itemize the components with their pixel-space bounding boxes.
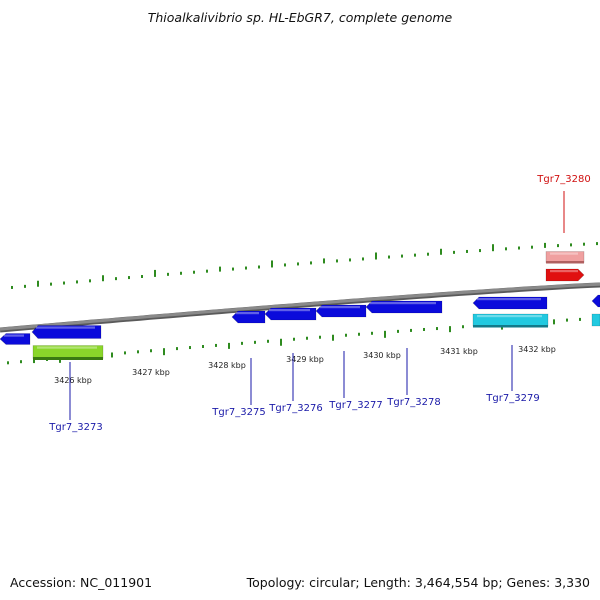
cds-arrow <box>264 307 317 321</box>
scale-label: 3428 kbp <box>208 361 246 370</box>
scale-label: 3426 kbp <box>54 376 92 385</box>
green-feature <box>32 345 104 359</box>
reverse-feature <box>472 313 549 327</box>
gene-label: Tgr7_3276 <box>268 403 322 414</box>
gene-label: Tgr7_3278 <box>386 397 440 408</box>
kbp-scale: 3426 kbp 3427 kbp 3428 kbp 3429 kbp 3430 kbp… <box>54 345 556 385</box>
cds-arrow <box>365 300 443 314</box>
highlight-gene-forward-shine <box>550 270 578 273</box>
cds-arrow-shine <box>477 298 541 301</box>
cds-arrow-shine <box>320 306 360 309</box>
highlight-gene-reverse-shadow <box>546 261 584 264</box>
gene-label: Tgr7_3275 <box>211 407 265 418</box>
gene-labels: Tgr7_3273 Tgr7_3275 Tgr7_3276 Tgr7_3277 Tgr7… <box>48 174 590 433</box>
reverse-feature-shadow <box>473 325 548 328</box>
cds-arrow-shine <box>236 312 259 315</box>
highlight-gene-forward <box>545 268 585 282</box>
feature-track <box>0 251 600 360</box>
reverse-feature <box>591 313 600 327</box>
cds-arrow-body <box>231 310 266 324</box>
cds-arrow <box>231 310 266 324</box>
genome-backbone <box>0 282 600 333</box>
gc-skew-track-upper <box>11 242 598 289</box>
reverse-feature-shine <box>477 315 542 318</box>
cds-arrow-body <box>0 333 31 345</box>
gene-label: Tgr7_3279 <box>485 393 539 404</box>
scale-label: 3429 kbp <box>286 355 324 364</box>
cds-arrow-body <box>264 307 317 321</box>
highlight-gene-reverse-shine <box>550 252 578 255</box>
scale-label: 3427 kbp <box>132 368 170 377</box>
cds-arrow-shine <box>370 302 436 305</box>
backbone-line <box>0 282 600 331</box>
cds-arrow-body <box>472 296 548 310</box>
cds-arrow-body <box>591 294 600 308</box>
highlight-gene-forward-body <box>545 268 585 282</box>
green-feature-shine <box>37 346 97 349</box>
map-title: Thioalkalivibrio sp. HL-EbGR7, complete … <box>147 10 453 25</box>
cds-arrow-shine <box>36 326 95 329</box>
cds-arrow <box>472 296 548 310</box>
genome-summary-text: Topology: circular; Length: 3,464,554 bp… <box>246 575 590 590</box>
cds-arrow-shine <box>269 309 310 312</box>
accession-text: Accession: NC_011901 <box>10 575 153 590</box>
cds-arrow-shine <box>4 334 24 337</box>
cds-arrow <box>591 294 600 308</box>
gene-label: Tgr7_3273 <box>48 422 102 433</box>
cds-arrow-body <box>315 304 367 318</box>
scale-label: 3432 kbp <box>518 345 556 354</box>
scale-label: 3431 kbp <box>440 347 478 356</box>
reverse-feature-body <box>591 313 600 327</box>
gene-label: Tgr7_3280 <box>536 174 590 185</box>
green-feature-shadow <box>33 357 103 360</box>
cds-arrow-body <box>31 325 102 339</box>
cds-arrow <box>0 333 31 345</box>
highlight-gene-reverse <box>545 251 585 263</box>
cds-arrow-body <box>365 300 443 314</box>
gene-label: Tgr7_3277 <box>328 400 382 411</box>
cds-arrow <box>315 304 367 318</box>
scale-label: 3430 kbp <box>363 351 401 360</box>
cds-arrow <box>31 325 102 339</box>
